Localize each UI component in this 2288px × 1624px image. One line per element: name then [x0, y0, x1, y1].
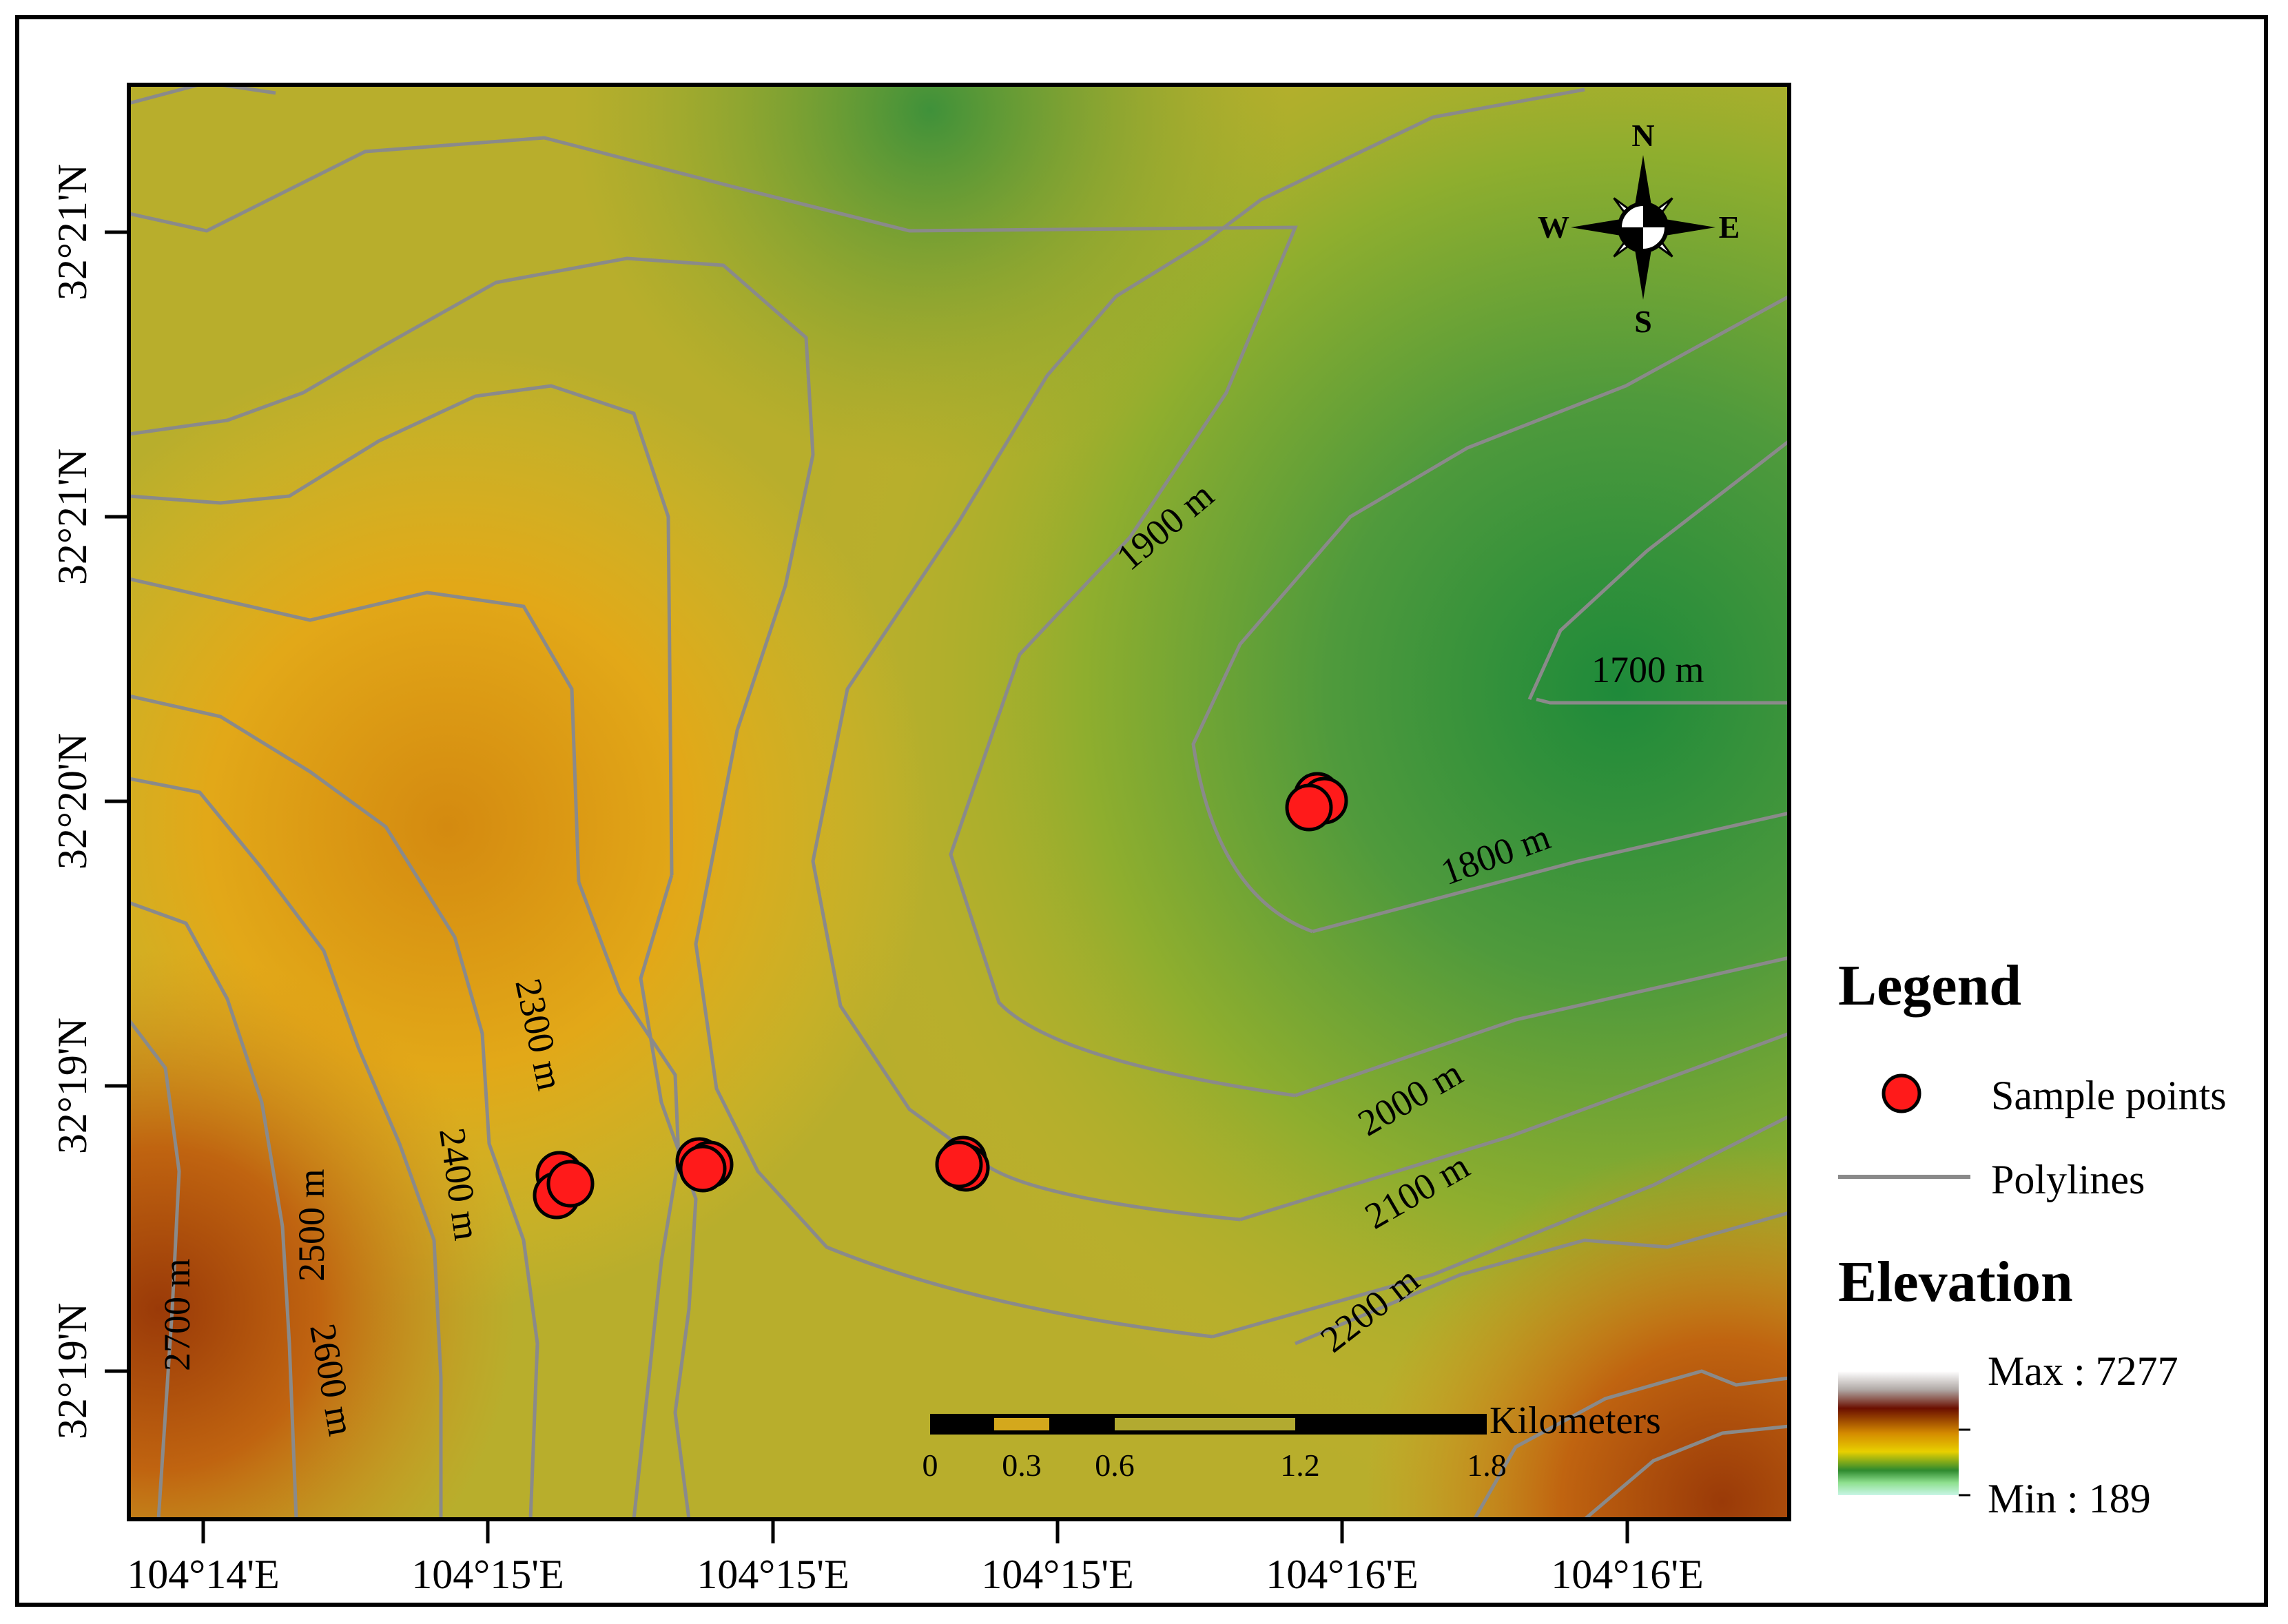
lon-label: 104°14'E — [127, 1552, 279, 1597]
elevation-title: Elevation — [1838, 1250, 2073, 1314]
elevation-raster: 1700 m 1800 m 1900 m 2000 m 2100 m 2200 … — [129, 85, 1789, 1519]
red-circle-icon — [1882, 1073, 1921, 1113]
lat-label: 32°19'N — [50, 1018, 95, 1154]
sample-point-cluster-4[interactable] — [1285, 772, 1348, 832]
north-arrow-icon — [1571, 155, 1715, 300]
scale-tick-0: 0 — [923, 1448, 938, 1483]
lat-tick-marks — [105, 230, 129, 1373]
lat-label: 32°19'N — [50, 1303, 95, 1439]
scale-bar: Kilometers 0 0.3 0.6 1.2 1.8 — [923, 1399, 1661, 1483]
legend-item-sample-points: Sample points — [1991, 1073, 2227, 1118]
lon-label: 104°15'E — [697, 1552, 849, 1597]
compass-letters: N S E W — [1538, 118, 1740, 339]
scale-tick-1: 0.3 — [1002, 1448, 1042, 1483]
elevation-max-label: Max : 7277 — [1988, 1348, 2178, 1394]
map-frame — [15, 15, 2268, 1607]
contour-label-2500: 2500 m — [291, 1169, 332, 1282]
lon-label: 104°16'E — [1266, 1552, 1418, 1597]
scale-tick-3: 1.2 — [1280, 1448, 1320, 1483]
lon-tick-labels: 104°14'E 104°15'E 104°15'E 104°15'E 104°… — [127, 1552, 1703, 1597]
scale-bar-unit: Kilometers — [1490, 1399, 1661, 1442]
lat-label: 32°21'N — [50, 164, 95, 300]
compass-n: N — [1631, 118, 1654, 153]
compass-s: S — [1634, 304, 1652, 339]
legend: Legend Sample points Polylines Elevation… — [1838, 954, 2227, 1521]
scale-tick-4: 1.8 — [1467, 1448, 1507, 1483]
scale-tick-2: 0.6 — [1095, 1448, 1135, 1483]
contour-label-2700: 2700 m — [156, 1258, 198, 1371]
lon-tick-marks — [201, 1519, 1629, 1543]
compass-e: E — [1719, 209, 1740, 245]
contour-lines — [129, 85, 1789, 1519]
contour-label-1700: 1700 m — [1591, 649, 1704, 690]
compass-w: W — [1538, 209, 1569, 245]
legend-item-polylines: Polylines — [1991, 1157, 2145, 1202]
legend-title: Legend — [1838, 954, 2021, 1018]
sample-point-cluster-1[interactable] — [533, 1151, 595, 1220]
elevation-color-ramp — [1838, 1371, 1959, 1495]
lat-label: 32°21'N — [50, 449, 95, 585]
lon-label: 104°15'E — [411, 1552, 564, 1597]
elevation-min-label: Min : 189 — [1988, 1476, 2151, 1521]
sample-points — [533, 772, 1348, 1220]
lat-tick-labels: 32°21'N 32°21'N 32°20'N 32°19'N 32°19'N — [50, 164, 95, 1439]
lon-label: 104°15'E — [981, 1552, 1133, 1597]
lon-label: 104°16'E — [1551, 1552, 1703, 1597]
sample-point-cluster-2[interactable] — [675, 1137, 734, 1193]
sample-point-cluster-3[interactable] — [935, 1135, 990, 1192]
lat-label: 32°20'N — [50, 733, 95, 870]
